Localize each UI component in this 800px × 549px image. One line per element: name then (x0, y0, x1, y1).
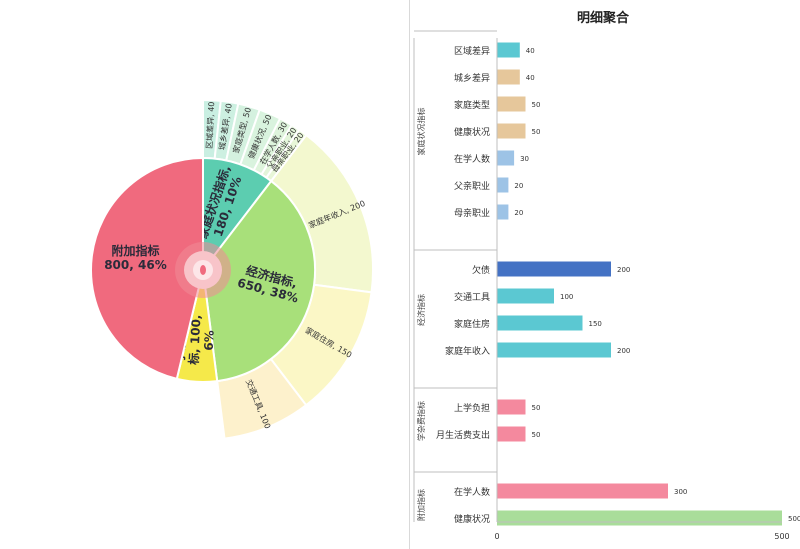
bar-row[interactable]: 父亲职业 20 (454, 177, 523, 193)
category-label: 城乡差异 (454, 72, 490, 84)
value-label: 20 (514, 209, 523, 217)
value-label: 500 (788, 515, 800, 523)
group-label: 附加指标 (416, 489, 426, 521)
bar[interactable] (497, 261, 611, 277)
bar[interactable] (497, 150, 515, 166)
bar-row[interactable]: 区域差异 40 (454, 42, 535, 58)
value-label: 50 (532, 101, 541, 109)
bar-row[interactable]: 母亲职业 20 (454, 204, 523, 220)
category-label: 健康状况 (454, 513, 490, 525)
bar[interactable] (497, 426, 526, 442)
category-label: 上学负担 (454, 402, 490, 414)
outer-segment-2[interactable]: 交通工具, 100 (216, 357, 308, 440)
value-label: 150 (589, 320, 602, 328)
group-label: 家庭状况指标 (416, 108, 426, 156)
value-label: 200 (617, 266, 630, 274)
value-label: 30 (520, 155, 529, 163)
category-label: 父亲职业 (454, 180, 490, 192)
category-label: 区域差异 (454, 45, 490, 57)
bar[interactable] (497, 342, 611, 358)
bar-row[interactable]: 上学负担 50 (454, 399, 541, 415)
value-label: 40 (526, 47, 535, 55)
outer-slice-label: 区域差异, 40 (204, 101, 216, 149)
category-label: 欠债 (472, 264, 490, 276)
value-label: 20 (514, 182, 523, 190)
bar[interactable] (497, 96, 526, 112)
category-label: 家庭类型 (454, 99, 490, 111)
bar[interactable] (497, 399, 526, 415)
category-label: 交通工具 (454, 291, 490, 303)
category-label: 在学人数 (454, 153, 490, 165)
bar-row[interactable]: 欠债 200 (472, 261, 630, 277)
bar-row[interactable]: 交通工具 100 (454, 288, 573, 304)
bar[interactable] (497, 123, 526, 139)
inner-segment-2[interactable]: 学杂费指标, 100,6% (172, 284, 219, 383)
value-label: 300 (674, 488, 687, 496)
bar-row[interactable]: 在学人数 30 (454, 150, 529, 166)
x-tick-label: 0 (494, 532, 499, 541)
category-label: 家庭年收入 (445, 345, 490, 357)
bar-row[interactable]: 家庭住房 150 (454, 315, 602, 331)
bar[interactable] (497, 177, 509, 193)
value-label: 50 (532, 128, 541, 136)
inner-segment-3[interactable]: 附加指标 800, 46% (89, 156, 204, 381)
x-tick-label: 500 (774, 532, 789, 541)
bar-row[interactable]: 家庭类型 50 (454, 96, 541, 112)
category-label: 家庭住房 (454, 318, 490, 330)
bar-row[interactable]: 健康状况 500 (454, 510, 800, 526)
bar[interactable] (497, 315, 583, 331)
center-dot (200, 265, 206, 275)
chart-title: 明细聚合 (577, 10, 630, 26)
bar-row[interactable]: 在学人数 300 (454, 483, 687, 499)
group-label: 学杂费指标 (416, 401, 426, 441)
bar[interactable] (497, 204, 509, 220)
value-label: 200 (617, 347, 630, 355)
bar-row[interactable]: 健康状况 50 (454, 123, 541, 139)
bar-row[interactable]: 城乡差异 40 (454, 69, 535, 85)
inner-segment-1[interactable]: 经济指标,650, 38% (203, 179, 316, 383)
bar-row[interactable]: 家庭年收入 200 (445, 342, 630, 358)
bar[interactable] (497, 69, 520, 85)
panel-divider (409, 0, 410, 549)
value-label: 100 (560, 293, 573, 301)
category-label: 月生活费支出 (436, 429, 490, 441)
inner-slice-label: 附加指标 800, 46% (104, 243, 167, 272)
category-label: 在学人数 (454, 486, 490, 498)
category-label: 母亲职业 (454, 207, 490, 219)
value-label: 40 (526, 74, 535, 82)
value-label: 50 (532, 431, 541, 439)
group-label: 经济指标 (416, 294, 426, 326)
bar[interactable] (497, 510, 782, 526)
bar[interactable] (497, 483, 668, 499)
category-label: 健康状况 (454, 126, 490, 138)
bar[interactable] (497, 288, 554, 304)
value-label: 50 (532, 404, 541, 412)
bar[interactable] (497, 42, 520, 58)
outer-segment-1[interactable]: 家庭住房, 150 (269, 283, 373, 407)
bar-row[interactable]: 月生活费支出 50 (436, 426, 541, 442)
